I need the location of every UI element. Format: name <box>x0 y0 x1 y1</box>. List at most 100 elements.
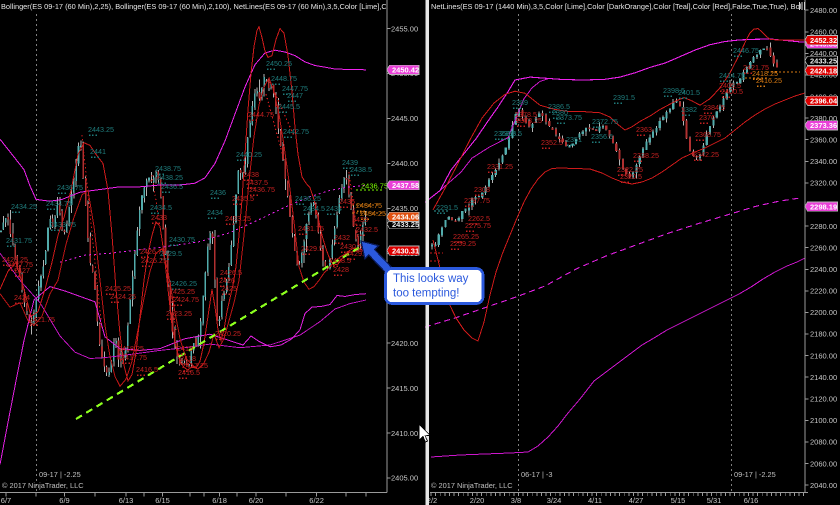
svg-text:2434.5: 2434.5 <box>150 203 172 212</box>
svg-text:2415.00: 2415.00 <box>391 384 418 393</box>
svg-text:2434.75: 2434.75 <box>356 201 382 210</box>
svg-text:2240.00: 2240.00 <box>810 265 837 274</box>
svg-text:2429.5: 2429.5 <box>160 249 182 258</box>
svg-text:2446.75: 2446.75 <box>733 46 759 55</box>
svg-text:2320.00: 2320.00 <box>810 179 837 188</box>
svg-text:2160.00: 2160.00 <box>810 351 837 360</box>
svg-text:4/11: 4/11 <box>588 496 602 505</box>
svg-text:2280.00: 2280.00 <box>810 222 837 231</box>
svg-text:2275.75: 2275.75 <box>465 221 491 230</box>
svg-text:2417.75: 2417.75 <box>121 353 147 362</box>
svg-text:2455.00: 2455.00 <box>391 24 418 33</box>
svg-text:6/18: 6/18 <box>212 496 227 505</box>
svg-text:2436.75: 2436.75 <box>249 185 275 194</box>
svg-text:2437.5: 2437.5 <box>246 178 268 187</box>
svg-text:2440.25: 2440.25 <box>236 150 262 159</box>
svg-text:2368.5: 2368.5 <box>494 129 516 138</box>
svg-text:2417.25: 2417.25 <box>182 361 208 370</box>
svg-text:© 2017 NinjaTrader, LLC: © 2017 NinjaTrader, LLC <box>431 481 513 490</box>
svg-text:2433.25: 2433.25 <box>392 220 419 229</box>
svg-text:2400.5: 2400.5 <box>721 87 743 96</box>
svg-text:6/20: 6/20 <box>249 496 264 505</box>
svg-text:2120.00: 2120.00 <box>810 395 837 404</box>
svg-text:2414.75: 2414.75 <box>719 71 745 80</box>
svg-text:2436.5: 2436.5 <box>161 182 183 191</box>
svg-text:2418: 2418 <box>180 354 196 363</box>
svg-text:2433: 2433 <box>151 213 167 222</box>
svg-text:2443.25: 2443.25 <box>88 125 114 134</box>
svg-text:2433: 2433 <box>352 215 368 224</box>
svg-text:6/16: 6/16 <box>744 496 759 505</box>
svg-text:2389: 2389 <box>512 98 528 107</box>
svg-text:2436.25: 2436.25 <box>295 194 321 203</box>
svg-text:2384.5: 2384.5 <box>703 103 725 112</box>
svg-text:2398.5: 2398.5 <box>663 86 685 95</box>
svg-text:2427.75: 2427.75 <box>7 260 33 269</box>
svg-text:2445.5: 2445.5 <box>278 102 300 111</box>
svg-text:2426.75: 2426.75 <box>140 247 166 256</box>
svg-text:2428: 2428 <box>333 265 349 274</box>
svg-text:2368.75: 2368.75 <box>695 130 721 139</box>
svg-text:2356.5: 2356.5 <box>591 132 613 141</box>
svg-text:2424.75: 2424.75 <box>173 295 199 304</box>
svg-text:2291.5: 2291.5 <box>436 203 458 212</box>
svg-text:2220.00: 2220.00 <box>810 287 837 296</box>
svg-text:2352.5: 2352.5 <box>541 138 563 147</box>
svg-text:2442.75: 2442.75 <box>283 127 309 136</box>
svg-text:2405.00: 2405.00 <box>391 474 418 483</box>
svg-text:2448.75: 2448.75 <box>271 74 297 83</box>
svg-text:2434.06: 2434.06 <box>392 213 419 222</box>
svg-text:2434.75: 2434.75 <box>46 199 72 208</box>
svg-text:2418.25: 2418.25 <box>752 69 778 78</box>
svg-text:2433.25: 2433.25 <box>810 57 837 66</box>
svg-text:2320.5: 2320.5 <box>620 172 642 181</box>
svg-text:2380.00: 2380.00 <box>810 114 837 123</box>
svg-text:2432: 2432 <box>334 233 350 242</box>
svg-text:2358.5: 2358.5 <box>500 129 522 138</box>
svg-text:6/9: 6/9 <box>59 496 69 505</box>
svg-text:2262.5: 2262.5 <box>468 214 490 223</box>
svg-text:2424: 2424 <box>14 293 30 302</box>
svg-text:2372.75: 2372.75 <box>592 117 618 126</box>
svg-text:6/22: 6/22 <box>309 496 324 505</box>
svg-text:2444.75: 2444.75 <box>248 110 274 119</box>
svg-text:NetLines(ES 09-17 (1440 Min),3: NetLines(ES 09-17 (1440 Min),3,5,Color [… <box>431 2 803 11</box>
svg-text:2426.5: 2426.5 <box>220 268 242 277</box>
svg-text:2431.75: 2431.75 <box>298 224 324 233</box>
svg-text:2040.00: 2040.00 <box>810 481 837 490</box>
svg-text:2427: 2427 <box>14 266 30 275</box>
svg-text:2447: 2447 <box>287 91 303 100</box>
svg-text:2/2: 2/2 <box>427 496 437 505</box>
svg-text:2450.42: 2450.42 <box>392 66 419 75</box>
svg-text:5/15: 5/15 <box>671 496 686 505</box>
svg-text:2378.5: 2378.5 <box>515 110 537 119</box>
svg-text:2180.00: 2180.00 <box>810 330 837 339</box>
svg-text:2060.00: 2060.00 <box>810 459 837 468</box>
svg-text:09-17 | -2.25: 09-17 | -2.25 <box>734 470 776 479</box>
svg-text:2340.00: 2340.00 <box>810 157 837 166</box>
svg-text:2431.75: 2431.75 <box>6 236 32 245</box>
svg-text:2429.5: 2429.5 <box>301 244 323 253</box>
svg-text:2434.25: 2434.25 <box>360 209 386 218</box>
svg-text:2382: 2382 <box>681 105 697 114</box>
svg-text:2435: 2435 <box>339 197 355 206</box>
svg-text:2435.5: 2435.5 <box>232 194 254 203</box>
svg-text:2386.5: 2386.5 <box>548 102 570 111</box>
svg-text:2265.25: 2265.25 <box>453 232 479 241</box>
svg-text:2424.25: 2424.25 <box>110 292 136 301</box>
svg-text:2322.25: 2322.25 <box>617 165 643 174</box>
svg-text:2436.75: 2436.75 <box>361 182 388 191</box>
svg-text:2416.5: 2416.5 <box>178 368 200 377</box>
svg-text:2401.5: 2401.5 <box>678 88 700 97</box>
svg-text:2440.00: 2440.00 <box>391 159 418 168</box>
svg-text:2436: 2436 <box>210 188 226 197</box>
svg-text:2433.25: 2433.25 <box>225 214 251 223</box>
svg-text:2425.25: 2425.25 <box>105 284 131 293</box>
svg-text:2418.25: 2418.25 <box>118 344 144 353</box>
svg-text:2428.25: 2428.25 <box>2 255 28 264</box>
svg-text:2140.00: 2140.00 <box>810 373 837 382</box>
svg-text:2445.00: 2445.00 <box>391 114 418 123</box>
svg-text:2100.00: 2100.00 <box>810 416 837 425</box>
svg-text:2438.75: 2438.75 <box>155 164 181 173</box>
svg-text:6/13: 6/13 <box>119 496 134 505</box>
